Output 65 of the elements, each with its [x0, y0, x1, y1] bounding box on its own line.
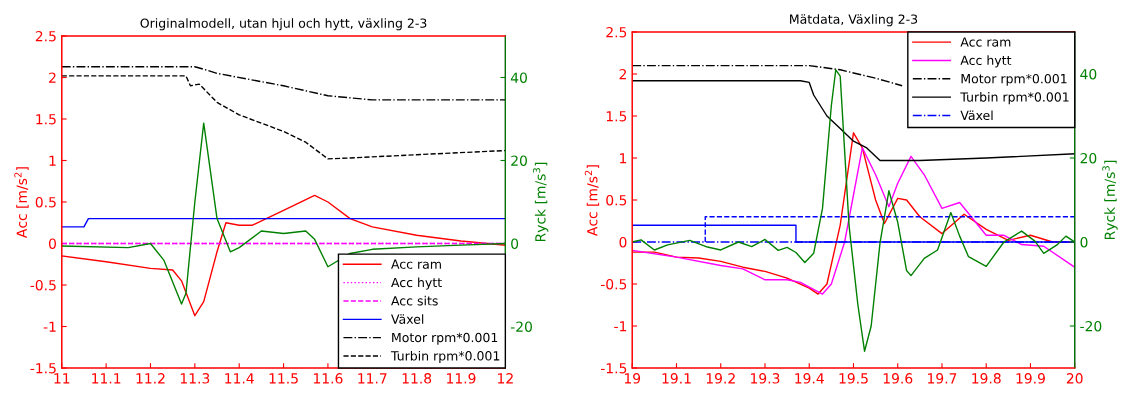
x-tick-label: 20	[1066, 373, 1083, 384]
x-tick-label: 19.6	[883, 373, 913, 384]
legend-label: Turbin rpm*0.001	[960, 92, 1069, 105]
y-tick-label: 1.5	[606, 111, 627, 122]
x-tick-label: 11.6	[313, 373, 343, 384]
x-tick-label: 11.9	[447, 373, 476, 384]
x-tick-label: 11.5	[269, 373, 298, 384]
y-tick-label: 0	[619, 236, 627, 248]
x-tick-label: 19.8	[972, 373, 1001, 384]
y-tick-label: 2	[619, 68, 626, 80]
x-tick-label: 19.7	[928, 373, 957, 384]
x-tick-label: 11.4	[225, 373, 254, 384]
x-tick-label: 19.4	[795, 373, 824, 384]
legend-label: Motor rpm*0.001	[392, 332, 498, 345]
y-tick-label: 0	[48, 238, 56, 249]
y2-axis-title: Ryck [m/s$^{3}$]	[532, 162, 549, 242]
y-tick-label: 0.5	[35, 196, 56, 208]
x-tick-label: 11	[54, 373, 70, 384]
y-tick-label: -1.5	[600, 363, 627, 374]
x-tick-label: 11.1	[92, 373, 121, 384]
y-tick-label: -0.5	[600, 278, 627, 290]
x-tick-label: 11.3	[180, 373, 210, 384]
x-tick-label: 19	[624, 373, 641, 384]
y-tick-label: -1.5	[30, 363, 56, 374]
y-tick-label: 1	[620, 153, 627, 164]
legend-label: Acc hytt	[960, 55, 1012, 68]
x-tick-label: 19.3	[751, 373, 780, 384]
y-tick-label: -1	[614, 321, 627, 332]
x-tick-label: 12	[498, 373, 513, 384]
y-axis-title: Acc [m/s$^{2}$]	[584, 165, 600, 236]
x-tick-label: 19.2	[706, 373, 735, 384]
legend-label: Turbin rpm*0.001	[390, 350, 500, 363]
y2-tick-label: 20	[1080, 152, 1097, 164]
y-tick-label: 1	[49, 155, 56, 166]
legend-label: Motor rpm*0.001	[961, 73, 1067, 86]
x-tick-label: 19.9	[1016, 373, 1045, 384]
y2-tick-label: 40	[1080, 68, 1097, 80]
y2-tick-label: -20	[1080, 320, 1102, 332]
x-tick-label: 11.7	[358, 373, 387, 384]
chart-title: Originalmodell, utan hjul och hytt, växling 2-3	[140, 18, 427, 31]
y-tick-label: 2	[49, 72, 56, 83]
legend-label: Acc ram	[960, 37, 1011, 47]
x-tick-label: 11.2	[136, 373, 165, 384]
y2-axis-title: Ryck [m/s$^{3}$]	[1102, 160, 1118, 240]
legend-label: Acc hytt	[391, 277, 442, 290]
legend-label: Växel	[391, 314, 424, 324]
y-axis-title: Acc [m/s$^{2}$]	[14, 167, 29, 238]
y-tick-label: 0.5	[606, 194, 627, 206]
x-tick-label: 11.8	[402, 373, 432, 384]
y2-tick-label: 0	[1080, 236, 1088, 248]
y-tick-label: 1.5	[36, 114, 56, 125]
y2-tick-label: 0	[511, 238, 519, 249]
x-tick-label: 19.1	[662, 373, 691, 384]
y-tick-label: -0.5	[30, 279, 56, 291]
x-tick-label: 19.5	[839, 373, 868, 384]
y-tick-label: 2.5	[606, 26, 627, 38]
y-tick-label: 2.5	[35, 30, 56, 42]
legend-label: Acc ram	[391, 259, 441, 269]
chart-title: Mätdata, Växling 2-3	[790, 14, 918, 27]
legend-label: Växel	[960, 110, 993, 121]
y2-tick-label: 40	[510, 72, 527, 83]
y2-tick-label: 20	[511, 155, 527, 166]
y-tick-label: -1	[43, 321, 56, 332]
y2-tick-label: -20	[510, 321, 532, 332]
legend-label: Acc sits	[391, 295, 438, 306]
